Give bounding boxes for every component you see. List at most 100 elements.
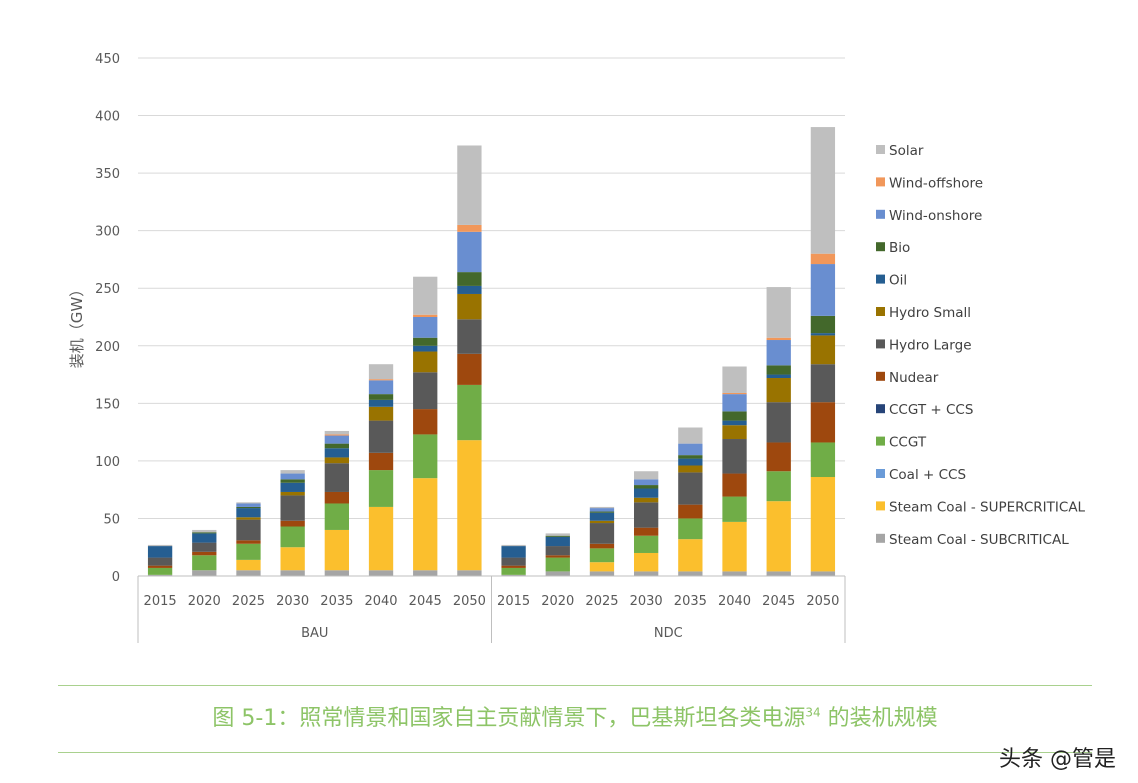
bar-segment bbox=[147, 544, 173, 547]
bar-segment bbox=[236, 570, 261, 576]
bar-segment bbox=[634, 571, 659, 576]
caption-bottom-rule bbox=[58, 752, 1092, 753]
bar-segment bbox=[634, 479, 659, 486]
legend-swatch bbox=[876, 307, 885, 316]
bar-segment bbox=[280, 520, 305, 527]
x-tick-label: 2025 bbox=[585, 594, 618, 609]
bar-segment bbox=[324, 457, 349, 464]
bar-segment bbox=[589, 571, 615, 576]
legend-swatch bbox=[876, 436, 885, 446]
bar-segment bbox=[810, 253, 836, 265]
legend-label: Hydro Small bbox=[889, 305, 971, 321]
legend-swatch bbox=[876, 469, 885, 478]
bar-segment bbox=[236, 506, 261, 509]
bar-segment bbox=[810, 442, 836, 478]
bar-segment bbox=[280, 473, 305, 480]
x-tick-label: 2035 bbox=[320, 594, 353, 609]
bar-segment bbox=[722, 425, 747, 440]
bar-segment bbox=[457, 353, 482, 385]
bar-segment bbox=[722, 392, 747, 395]
y-tick-label: 100 bbox=[95, 455, 120, 470]
bar-segment bbox=[236, 517, 261, 520]
legend-swatch bbox=[876, 242, 885, 252]
bar-segment bbox=[634, 471, 659, 480]
bar-segment bbox=[413, 317, 438, 338]
bar-segment bbox=[766, 442, 791, 472]
bar-segment bbox=[192, 532, 217, 534]
bar-segment bbox=[324, 491, 349, 504]
bar-segment bbox=[545, 557, 570, 572]
bar-segment bbox=[413, 337, 438, 346]
legend-label: Wind-onshore bbox=[889, 208, 982, 224]
bar-segment bbox=[589, 520, 615, 524]
bar-segment bbox=[589, 543, 615, 549]
x-tick-label: 2050 bbox=[453, 594, 486, 609]
bar-segment bbox=[368, 406, 394, 421]
legend-swatch bbox=[876, 339, 885, 349]
legend-swatch bbox=[876, 274, 885, 284]
bar-segment bbox=[722, 366, 747, 393]
bar-segment bbox=[634, 497, 659, 503]
bar-segment bbox=[368, 380, 394, 395]
bar-segment bbox=[810, 477, 836, 572]
x-tick-label: 2035 bbox=[674, 594, 707, 609]
bar-segment bbox=[236, 543, 261, 560]
bar-segment bbox=[413, 372, 438, 410]
bar-segment bbox=[413, 434, 438, 479]
bar-segment bbox=[192, 542, 217, 552]
x-group-label: BAU bbox=[301, 626, 328, 641]
bar-segment bbox=[722, 411, 747, 421]
bar-segment bbox=[192, 533, 217, 543]
bar-segment bbox=[722, 439, 747, 474]
legend-swatch bbox=[876, 501, 885, 511]
bar-segment bbox=[413, 478, 438, 571]
bar-segment bbox=[413, 345, 438, 352]
legend-label: Steam Coal - SUPERCRITICAL bbox=[889, 499, 1086, 515]
bar-segment bbox=[678, 518, 703, 540]
bar-segment bbox=[766, 501, 791, 572]
legend-label: Nudear bbox=[889, 370, 939, 386]
bar-segment bbox=[501, 565, 526, 568]
bar-segment bbox=[413, 570, 438, 576]
bar-segment bbox=[368, 470, 394, 507]
bar-segment bbox=[589, 512, 615, 521]
bar-segment bbox=[324, 570, 349, 576]
x-tick-label: 2015 bbox=[144, 594, 177, 609]
bar-segment bbox=[501, 574, 526, 576]
bar-segment bbox=[280, 526, 305, 548]
bar-segment bbox=[457, 224, 482, 232]
bar-segment bbox=[324, 503, 349, 530]
x-tick-label: 2045 bbox=[409, 594, 442, 609]
bar-segment bbox=[501, 567, 526, 575]
bar-segment bbox=[236, 540, 261, 544]
bar-segment bbox=[280, 547, 305, 571]
bars bbox=[147, 127, 836, 576]
legend-swatch bbox=[876, 533, 885, 543]
bar-segment bbox=[413, 351, 438, 373]
x-tick-label: 2030 bbox=[276, 594, 309, 609]
legend-label: Hydro Large bbox=[889, 337, 972, 353]
bar-segment bbox=[810, 402, 836, 443]
bar-segment bbox=[192, 555, 217, 571]
bar-segment bbox=[236, 503, 261, 507]
bar-segment bbox=[501, 544, 526, 547]
bar-segment bbox=[147, 567, 173, 575]
bar-segment bbox=[457, 293, 482, 320]
bar-segment bbox=[368, 452, 394, 471]
bar-segment bbox=[634, 527, 659, 536]
bar-segment bbox=[147, 557, 173, 566]
bar-segment bbox=[324, 435, 349, 444]
bar-segment bbox=[634, 552, 659, 572]
x-tick-label: 2040 bbox=[718, 594, 751, 609]
bar-segment bbox=[634, 535, 659, 553]
legend-label: Steam Coal - SUBCRITICAL bbox=[889, 532, 1069, 548]
y-tick-label: 150 bbox=[95, 397, 120, 412]
bar-segment bbox=[766, 374, 791, 379]
x-tick-label: 2040 bbox=[364, 594, 397, 609]
bar-segment bbox=[722, 420, 747, 426]
bar-segment bbox=[324, 443, 349, 449]
bar-segment bbox=[413, 409, 438, 435]
bar-segment bbox=[678, 427, 703, 444]
bar-segment bbox=[280, 570, 305, 576]
